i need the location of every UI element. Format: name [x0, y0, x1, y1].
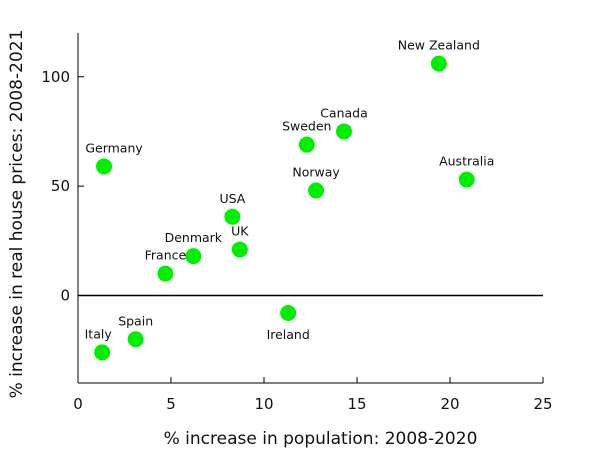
point-label: Italy: [85, 326, 113, 341]
data-point: [458, 171, 475, 188]
y-tick-label: 0: [60, 287, 70, 305]
x-tick-label: 10: [254, 395, 273, 413]
points: [94, 55, 475, 361]
point-label: Germany: [85, 140, 143, 155]
point-label: Canada: [320, 105, 368, 120]
y-axis-title: % increase in real house prices: 2008-20…: [7, 30, 27, 399]
ticks: 0 5 10 15 20 25 0 50 100: [41, 68, 552, 413]
x-axis-title: % increase in population: 2008-2020: [164, 429, 478, 449]
data-point: [127, 331, 144, 348]
data-point: [185, 248, 202, 265]
point-label: New Zealand: [398, 38, 480, 53]
y-tick-label: 100: [41, 68, 70, 86]
data-point: [157, 265, 174, 282]
axes: [77, 33, 543, 384]
point-label: UK: [231, 224, 249, 239]
x-tick-label: 20: [440, 395, 459, 413]
x-tick-label: 25: [533, 395, 552, 413]
point-label: Ireland: [267, 327, 310, 342]
point-label: Australia: [439, 154, 494, 169]
point-label: Sweden: [282, 119, 331, 134]
x-tick-label: 0: [73, 395, 83, 413]
data-point: [280, 305, 297, 321]
data-point: [96, 158, 113, 175]
data-point: [231, 241, 248, 258]
y-tick-label: 50: [51, 177, 70, 195]
data-point: [430, 55, 447, 72]
data-point: [224, 208, 241, 225]
x-tick-label: 15: [347, 395, 366, 413]
data-point: [94, 344, 111, 361]
point-label: USA: [219, 191, 245, 206]
data-point: [308, 182, 325, 199]
point-label: Norway: [292, 165, 340, 180]
data-point: [335, 123, 352, 140]
point-label: Denmark: [165, 230, 223, 245]
point-label: Spain: [118, 313, 153, 328]
point-label: France: [145, 248, 187, 263]
x-tick-label: 5: [166, 395, 176, 413]
data-point: [298, 136, 315, 153]
